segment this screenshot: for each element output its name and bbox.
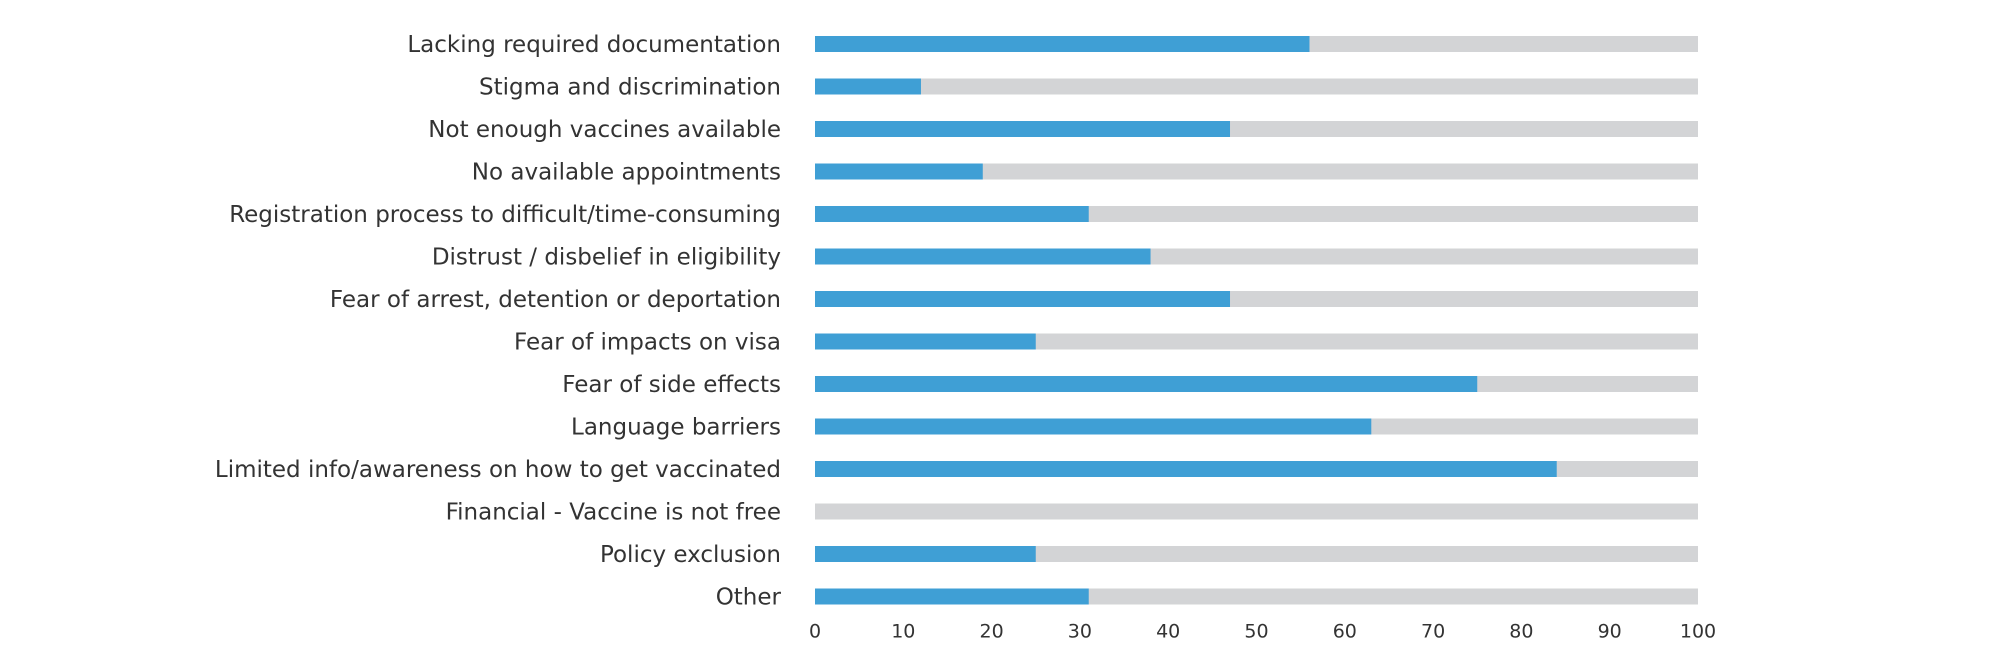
- bar: [815, 333, 1036, 350]
- x-tick-label: 80: [1509, 621, 1533, 643]
- bar: [815, 36, 1310, 52]
- bar: [815, 376, 1478, 392]
- x-tick-label: 40: [1156, 621, 1180, 643]
- bar: [815, 546, 1036, 562]
- category-label: Stigma and discrimination: [479, 75, 781, 101]
- category-label: Language barriers: [571, 415, 781, 441]
- bar: [815, 121, 1231, 137]
- category-label: Fear of arrest, detention or deportation: [330, 287, 781, 313]
- bar: [815, 291, 1231, 307]
- bars-group: [815, 36, 1698, 605]
- bar: [815, 78, 921, 95]
- category-labels: Lacking required documentation Stigma and…: [215, 32, 782, 611]
- x-tick-label: 50: [1244, 621, 1268, 643]
- bar: [815, 206, 1089, 222]
- category-label: Not enough vaccines available: [428, 117, 781, 143]
- category-label: Fear of impacts on visa: [514, 330, 781, 356]
- x-tick-label: 70: [1421, 621, 1445, 643]
- x-axis-ticks: 0 10 20 30 40 50 60 70 80 90 100: [809, 621, 1716, 643]
- category-label: Distrust / disbelief in eligibility: [432, 245, 781, 271]
- category-label: Fear of side effects: [562, 372, 781, 398]
- x-tick-label: 100: [1680, 621, 1716, 643]
- category-label: No available appointments: [472, 160, 781, 186]
- bar: [815, 248, 1151, 265]
- category-label: Policy exclusion: [600, 542, 781, 568]
- category-label: Limited info/awareness on how to get vac…: [215, 457, 781, 483]
- x-tick-label: 20: [980, 621, 1004, 643]
- category-label: Financial - Vaccine is not free: [446, 500, 781, 526]
- bar-track: [815, 78, 1698, 95]
- bar-track: [815, 503, 1698, 520]
- x-tick-label: 10: [891, 621, 915, 643]
- x-tick-label: 90: [1598, 621, 1622, 643]
- bar: [815, 588, 1089, 605]
- bar: [815, 461, 1557, 477]
- x-tick-label: 0: [809, 621, 821, 643]
- category-label: Lacking required documentation: [407, 32, 781, 58]
- x-tick-label: 60: [1333, 621, 1357, 643]
- x-tick-label: 30: [1068, 621, 1092, 643]
- category-label: Registration process to difficult/time-c…: [229, 202, 781, 228]
- bar: [815, 418, 1372, 435]
- category-label: Other: [716, 585, 782, 611]
- bar: [815, 163, 983, 180]
- bar-track: [815, 163, 1698, 180]
